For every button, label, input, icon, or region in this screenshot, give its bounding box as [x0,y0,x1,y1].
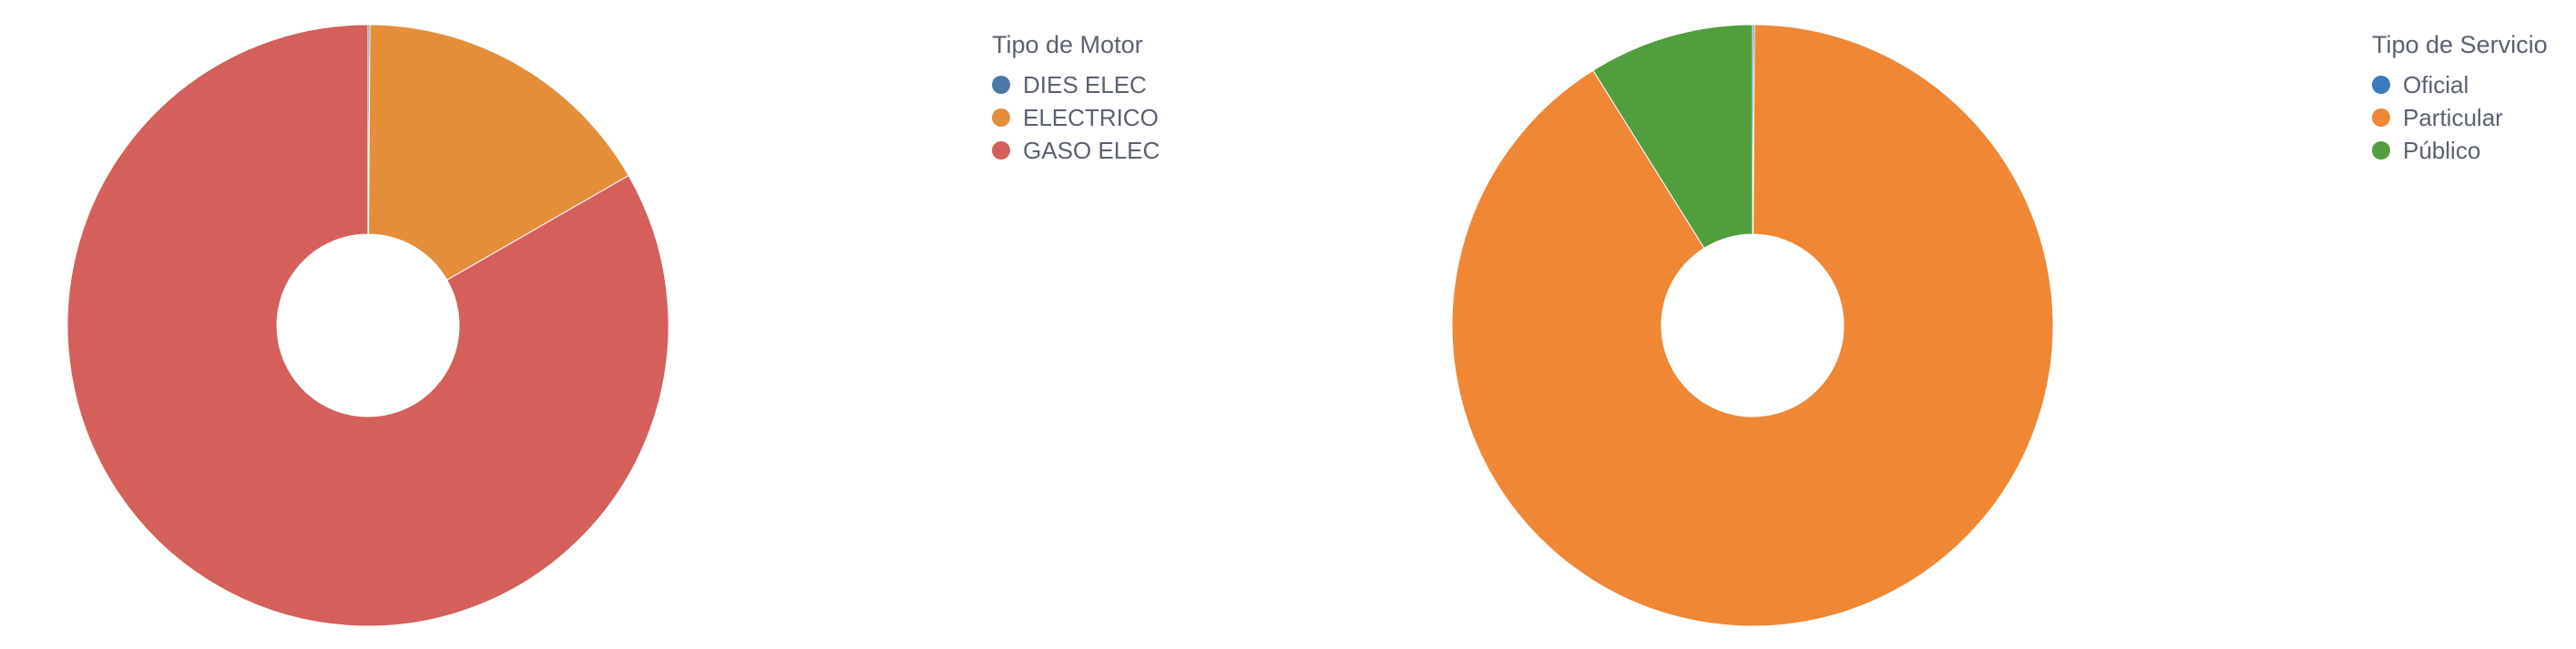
legend-swatch-icon [992,141,1010,160]
slice-gaso-elec[interactable] [66,24,670,627]
legend-swatch-icon [992,76,1010,94]
legend-swatch-icon [2372,108,2390,127]
legend-motor: Tipo de Motor DIES ELEC ELECTRICO GASO ELE… [992,31,1160,167]
legend-item-gaso-elec[interactable]: GASO ELEC [992,134,1160,167]
chart-servicio-panel: Tipo de Servicio Oficial Particular Públic… [1288,0,2576,649]
legend-item-oficial[interactable]: Oficial [2372,68,2548,101]
legend-swatch-icon [2372,141,2390,160]
legend-item-electrico[interactable]: ELECTRICO [992,101,1160,134]
legend-title: Tipo de Motor [992,31,1143,58]
donut-chart-motor [66,24,670,627]
donut-chart-servicio [1451,24,2054,627]
legend-item-particular[interactable]: Particular [2372,101,2548,134]
slice-publico[interactable] [1592,24,1753,249]
legend-label: Público [2403,136,2481,164]
legend-servicio: Tipo de Servicio Oficial Particular Públic… [2372,31,2548,167]
legend-label: DIES ELEC [1023,70,1147,98]
legend-label: Oficial [2403,70,2469,98]
legend-title: Tipo de Servicio [2372,31,2548,58]
slice-particular[interactable] [1451,24,2054,627]
legend-label: GASO ELEC [1023,136,1160,164]
legend-swatch-icon [2372,76,2390,94]
legend-item-publico[interactable]: Público [2372,134,2548,167]
slice-electrico[interactable] [368,24,629,281]
chart-motor-panel: Tipo de Motor DIES ELEC ELECTRICO GASO ELE… [66,24,1160,627]
legend-label: ELECTRICO [1023,103,1159,131]
legend-swatch-icon [992,108,1010,127]
legend-label: Particular [2403,103,2503,131]
legend-item-dies-elec[interactable]: DIES ELEC [992,68,1160,101]
